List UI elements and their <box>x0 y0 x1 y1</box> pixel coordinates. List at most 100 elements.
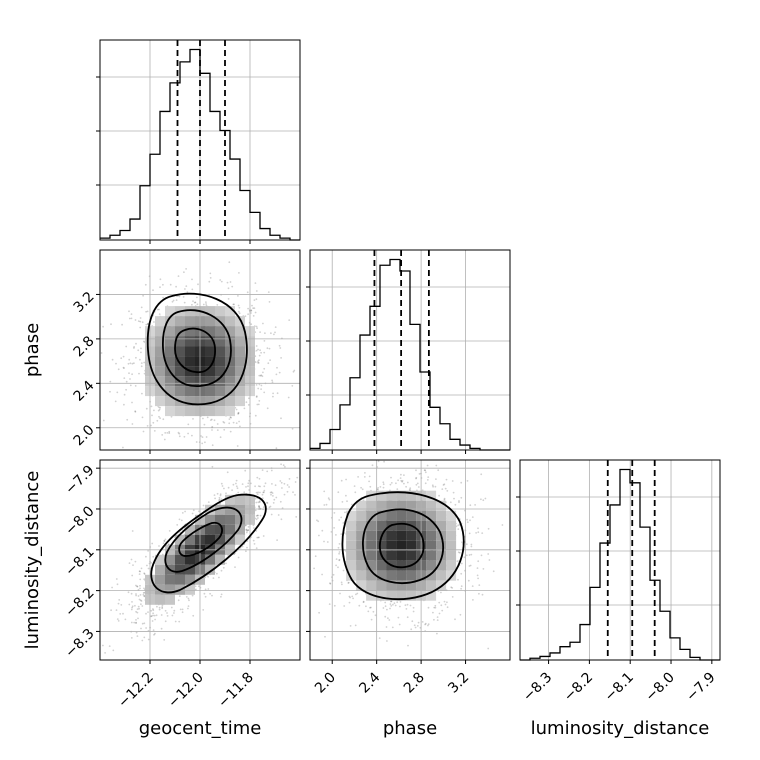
scatter-point <box>163 539 166 542</box>
scatter-point <box>203 423 206 426</box>
scatter-point <box>146 323 149 325</box>
scatter-point <box>168 432 171 434</box>
scatter-point <box>333 512 336 514</box>
density-cell <box>235 524 245 535</box>
scatter-point <box>145 323 148 326</box>
density-cell <box>165 326 175 337</box>
scatter-point <box>140 362 143 364</box>
density-cell <box>215 356 225 367</box>
scatter-point <box>250 482 252 485</box>
density-cell <box>426 500 437 511</box>
scatter-point <box>134 411 137 413</box>
scatter-point <box>156 308 159 311</box>
density-cell <box>406 530 417 541</box>
scatter-point <box>346 500 348 503</box>
density-cell <box>205 376 215 387</box>
density-cell <box>426 550 437 561</box>
scatter-point <box>273 333 275 336</box>
xtick-label-phase: 2.0 <box>312 670 339 697</box>
scatter-point <box>321 573 323 576</box>
scatter-point <box>264 482 267 485</box>
scatter-point <box>274 326 277 328</box>
density-cell <box>396 550 407 561</box>
scatter-point <box>255 518 258 521</box>
scatter-point <box>133 621 136 624</box>
scatter-point <box>410 628 413 631</box>
scatter-point <box>192 418 194 420</box>
scatter-point <box>127 591 130 594</box>
scatter-point <box>209 592 212 595</box>
scatter-point <box>258 374 261 377</box>
density-cell <box>175 406 185 417</box>
scatter-point <box>458 551 461 554</box>
density-cell <box>406 580 417 591</box>
scatter-point <box>227 486 230 489</box>
ytick-label-luminosity_distance: −8.1 <box>62 544 97 579</box>
scatter-point <box>118 599 121 601</box>
scatter-point <box>177 431 180 434</box>
scatter-point <box>437 469 440 472</box>
scatter-point <box>347 582 350 584</box>
scatter-point <box>294 481 297 483</box>
scatter-point <box>441 488 444 490</box>
scatter-point <box>412 606 415 609</box>
density-cell <box>235 534 245 545</box>
density-cell <box>446 540 457 551</box>
scatter-point <box>153 409 155 412</box>
scatter-point <box>141 416 144 419</box>
scatter-point <box>268 506 271 509</box>
scatter-point <box>348 601 351 604</box>
scatter-point <box>245 401 248 404</box>
scatter-point <box>241 545 244 548</box>
scatter-point <box>183 271 185 274</box>
scatter-point <box>164 538 167 541</box>
scatter-point <box>280 357 282 359</box>
density-cell <box>225 366 235 377</box>
scatter-point <box>150 424 152 427</box>
panel-frame-geocent_time-luminosity_distance <box>99 459 301 661</box>
scatter-point <box>159 417 162 420</box>
scatter-point <box>139 326 142 329</box>
scatter-point <box>173 609 176 612</box>
scatter-point <box>196 303 199 306</box>
density-cell <box>185 584 195 595</box>
scatter-point <box>183 301 186 304</box>
scatter-point <box>195 441 198 443</box>
xtick-label-luminosity_distance: −8.3 <box>520 670 555 705</box>
scatter-point <box>131 530 134 532</box>
scatter-point <box>257 361 259 364</box>
scatter-point <box>216 304 219 306</box>
scatter-point <box>134 319 137 321</box>
scatter-point <box>223 428 226 431</box>
density-cell <box>396 540 407 551</box>
scatter-point <box>135 593 137 595</box>
scatter-point <box>247 529 250 531</box>
scatter-point <box>158 608 161 611</box>
scatter-point <box>386 640 388 642</box>
scatter-point <box>256 476 259 479</box>
scatter-point <box>259 374 262 377</box>
density-cell <box>205 346 215 357</box>
density-cell <box>175 336 185 347</box>
density-cell <box>386 570 397 581</box>
density-cell <box>426 540 437 551</box>
scatter-point <box>258 354 261 357</box>
scatter-point <box>432 485 434 488</box>
density-cell <box>366 560 377 571</box>
scatter-point <box>247 313 250 316</box>
density-cell <box>205 534 215 545</box>
scatter-point <box>200 435 202 437</box>
contour-layer <box>146 292 465 601</box>
density-cell <box>175 564 185 575</box>
scatter-point <box>220 280 223 283</box>
scatter-point <box>266 407 269 410</box>
scatter-point <box>340 479 343 482</box>
scatter-point <box>372 610 375 613</box>
scatter-point <box>469 504 472 507</box>
scatter-point <box>443 483 446 486</box>
scatter-point <box>252 307 255 309</box>
scatter-point <box>237 295 239 297</box>
scatter-point <box>353 485 356 487</box>
scatter-point <box>140 600 143 602</box>
scatter-point <box>443 497 446 500</box>
